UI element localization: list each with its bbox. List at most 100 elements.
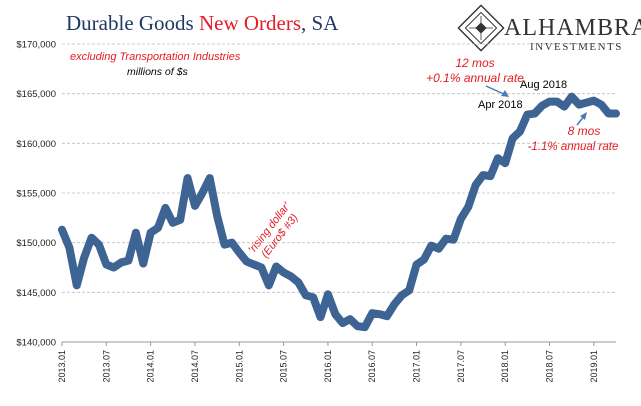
x-tick-label: 2018.01 bbox=[500, 350, 510, 383]
data-point bbox=[523, 111, 531, 119]
data-point bbox=[353, 322, 361, 330]
data-point bbox=[597, 101, 605, 109]
y-tick-label: $160,000 bbox=[16, 139, 56, 150]
annotation-8-rate: -1.1% annual rate bbox=[528, 141, 619, 153]
chart-title: Durable Goods New Orders, SA bbox=[66, 11, 339, 35]
data-point bbox=[102, 261, 110, 269]
data-point bbox=[376, 310, 384, 318]
x-tick-labels: 2013.01 2013.07 2014.01 2014.07 2015.01 2015.… bbox=[57, 342, 599, 383]
data-point bbox=[538, 102, 546, 110]
y-tick-label: $150,000 bbox=[16, 238, 56, 249]
y-tick-labels: $140,000 $145,000 $150,000 $155,000 $160,000… bbox=[16, 40, 56, 349]
data-point bbox=[257, 264, 265, 271]
data-point bbox=[272, 263, 280, 271]
data-point bbox=[531, 110, 539, 118]
x-tick-label: 2014.01 bbox=[146, 350, 156, 383]
y-tick-label: $140,000 bbox=[16, 338, 56, 349]
data-point bbox=[235, 249, 243, 257]
data-point bbox=[294, 278, 302, 286]
x-tick-label: 2019.01 bbox=[589, 350, 599, 383]
data-point bbox=[287, 272, 295, 280]
data-point bbox=[139, 260, 147, 268]
data-point bbox=[110, 264, 118, 271]
data-point bbox=[147, 229, 155, 237]
chart-subtitle: excluding Transportation Industries bbox=[70, 51, 241, 63]
data-point bbox=[398, 291, 406, 299]
data-point bbox=[250, 261, 258, 269]
data-point bbox=[442, 235, 450, 243]
x-tick-label: 2016.07 bbox=[367, 350, 377, 383]
data-point bbox=[309, 293, 317, 301]
data-point bbox=[486, 172, 494, 180]
data-point bbox=[280, 268, 288, 276]
data-point bbox=[590, 97, 598, 105]
data-point bbox=[605, 110, 613, 118]
data-point bbox=[117, 259, 125, 267]
x-tick-label: 2016.01 bbox=[323, 350, 333, 383]
arrow-12-mos-icon bbox=[485, 85, 509, 97]
data-point bbox=[339, 319, 347, 327]
data-point bbox=[73, 281, 81, 289]
data-point bbox=[65, 244, 73, 252]
data-point bbox=[58, 226, 66, 234]
data-point bbox=[324, 290, 332, 298]
data-point bbox=[582, 99, 590, 107]
data-point bbox=[228, 239, 236, 247]
data-point bbox=[361, 323, 369, 331]
title-part-1: Durable Goods bbox=[66, 11, 199, 35]
data-point bbox=[612, 110, 620, 118]
data-point bbox=[206, 174, 214, 182]
x-tick-label: 2015.07 bbox=[279, 350, 289, 383]
y-tick-label: $145,000 bbox=[16, 288, 56, 299]
data-point bbox=[413, 261, 421, 269]
data-point bbox=[427, 242, 435, 250]
series-points bbox=[58, 93, 620, 331]
data-point bbox=[464, 203, 472, 211]
series-line bbox=[58, 92, 620, 332]
data-point bbox=[449, 236, 457, 244]
data-point bbox=[420, 256, 428, 264]
data-point bbox=[479, 171, 487, 179]
data-point bbox=[516, 127, 524, 135]
data-point bbox=[221, 241, 229, 249]
data-point bbox=[457, 215, 465, 223]
data-point bbox=[568, 93, 576, 101]
data-point bbox=[546, 98, 554, 106]
data-point bbox=[317, 313, 325, 321]
data-point bbox=[553, 98, 561, 106]
logo-name: ALHAMBRA bbox=[504, 15, 641, 41]
data-point bbox=[88, 234, 96, 242]
annotation-aug-2018: Aug 2018 bbox=[520, 79, 567, 91]
y-tick-label: $155,000 bbox=[16, 189, 56, 200]
data-point bbox=[124, 257, 132, 265]
data-point bbox=[331, 310, 339, 318]
data-point bbox=[302, 291, 310, 299]
arrow-8-mos-icon bbox=[576, 112, 587, 126]
data-point bbox=[243, 258, 251, 266]
data-point bbox=[346, 315, 354, 323]
data-point bbox=[184, 174, 192, 182]
grid-lines bbox=[62, 43, 616, 293]
y-tick-label: $165,000 bbox=[16, 89, 56, 100]
data-point bbox=[383, 312, 391, 320]
data-point bbox=[560, 103, 568, 111]
data-point bbox=[472, 181, 480, 189]
data-point bbox=[405, 286, 413, 294]
data-point bbox=[213, 212, 221, 220]
data-point bbox=[169, 219, 177, 227]
x-tick-label: 2015.01 bbox=[234, 350, 244, 383]
y-tick-label: $170,000 bbox=[16, 40, 56, 51]
title-part-3: , SA bbox=[301, 11, 339, 35]
data-point bbox=[161, 204, 169, 212]
data-point bbox=[198, 189, 206, 197]
x-tick-label: 2018.07 bbox=[545, 350, 555, 383]
x-tick-label: 2017.07 bbox=[456, 350, 466, 383]
rising-dollar-annotation: 'rising dollar' (Euro$ #3) bbox=[246, 200, 301, 260]
x-tick-label: 2013.01 bbox=[57, 350, 67, 383]
data-point bbox=[368, 309, 376, 317]
data-point bbox=[509, 134, 517, 142]
title-part-2: New Orders bbox=[199, 11, 301, 35]
data-point bbox=[501, 159, 509, 167]
data-point bbox=[265, 281, 273, 289]
